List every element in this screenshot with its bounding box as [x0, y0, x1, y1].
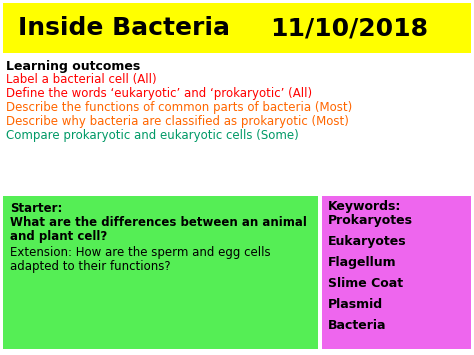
Text: What are the differences between an animal: What are the differences between an anim… — [10, 216, 307, 229]
Text: Describe why bacteria are classified as prokaryotic (Most): Describe why bacteria are classified as … — [6, 115, 349, 128]
Text: Starter:: Starter: — [10, 202, 63, 215]
Text: Compare prokaryotic and eukaryotic cells (Some): Compare prokaryotic and eukaryotic cells… — [6, 129, 299, 142]
Text: adapted to their functions?: adapted to their functions? — [10, 260, 171, 273]
Text: 11/10/2018: 11/10/2018 — [270, 16, 428, 40]
Text: Label a bacterial cell (All): Label a bacterial cell (All) — [6, 73, 156, 86]
Text: Eukaryotes: Eukaryotes — [328, 235, 407, 248]
Text: Define the words ‘eukaryotic’ and ‘prokaryotic’ (All): Define the words ‘eukaryotic’ and ‘proka… — [6, 87, 312, 100]
Text: Plasmid: Plasmid — [328, 298, 383, 311]
Text: Flagellum: Flagellum — [328, 256, 397, 269]
Text: Describe the functions of common parts of bacteria (Most): Describe the functions of common parts o… — [6, 101, 352, 114]
Text: Extension: How are the sperm and egg cells: Extension: How are the sperm and egg cel… — [10, 246, 271, 259]
Text: and plant cell?: and plant cell? — [10, 230, 107, 243]
FancyBboxPatch shape — [322, 196, 471, 349]
Text: Bacteria: Bacteria — [328, 319, 386, 332]
Text: Learning outcomes: Learning outcomes — [6, 60, 140, 73]
Text: Inside Bacteria: Inside Bacteria — [18, 16, 230, 40]
FancyBboxPatch shape — [3, 3, 471, 53]
FancyBboxPatch shape — [3, 196, 318, 349]
Text: Keywords:: Keywords: — [328, 200, 401, 213]
Text: Prokaryotes: Prokaryotes — [328, 214, 413, 227]
Text: Slime Coat: Slime Coat — [328, 277, 403, 290]
